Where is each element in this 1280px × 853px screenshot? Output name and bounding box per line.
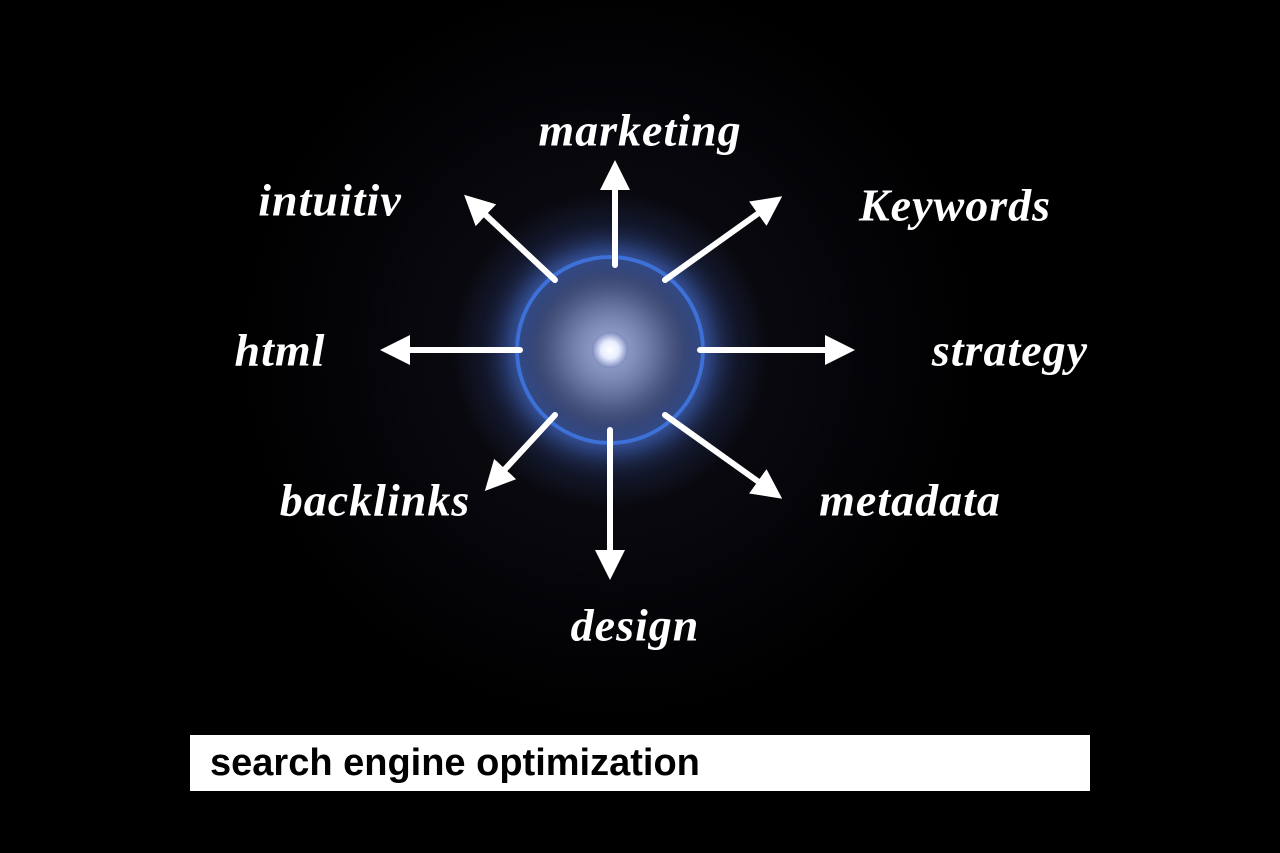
flare-core	[592, 332, 628, 368]
node-label-design: design	[571, 599, 700, 652]
caption-text: search engine optimization	[210, 742, 700, 784]
arrow-intuitiv	[475, 205, 555, 280]
node-label-strategy: strategy	[932, 324, 1088, 377]
arrow-backlinks	[495, 415, 555, 480]
arrow-keywords	[665, 205, 770, 280]
flare-ring	[515, 255, 705, 445]
seo-mindmap: marketing intuitiv Keywords html strategy bac…	[0, 0, 1280, 853]
node-label-marketing: marketing	[538, 104, 741, 157]
caption-bar: search engine optimization	[190, 735, 1090, 791]
node-label-keywords: Keywords	[859, 179, 1051, 232]
flare-glow	[450, 190, 770, 510]
node-label-intuitiv: intuitiv	[258, 174, 401, 227]
node-label-backlinks: backlinks	[280, 474, 470, 527]
node-label-metadata: metadata	[819, 474, 1001, 527]
arrow-metadata	[665, 415, 770, 490]
node-label-html: html	[235, 324, 326, 377]
